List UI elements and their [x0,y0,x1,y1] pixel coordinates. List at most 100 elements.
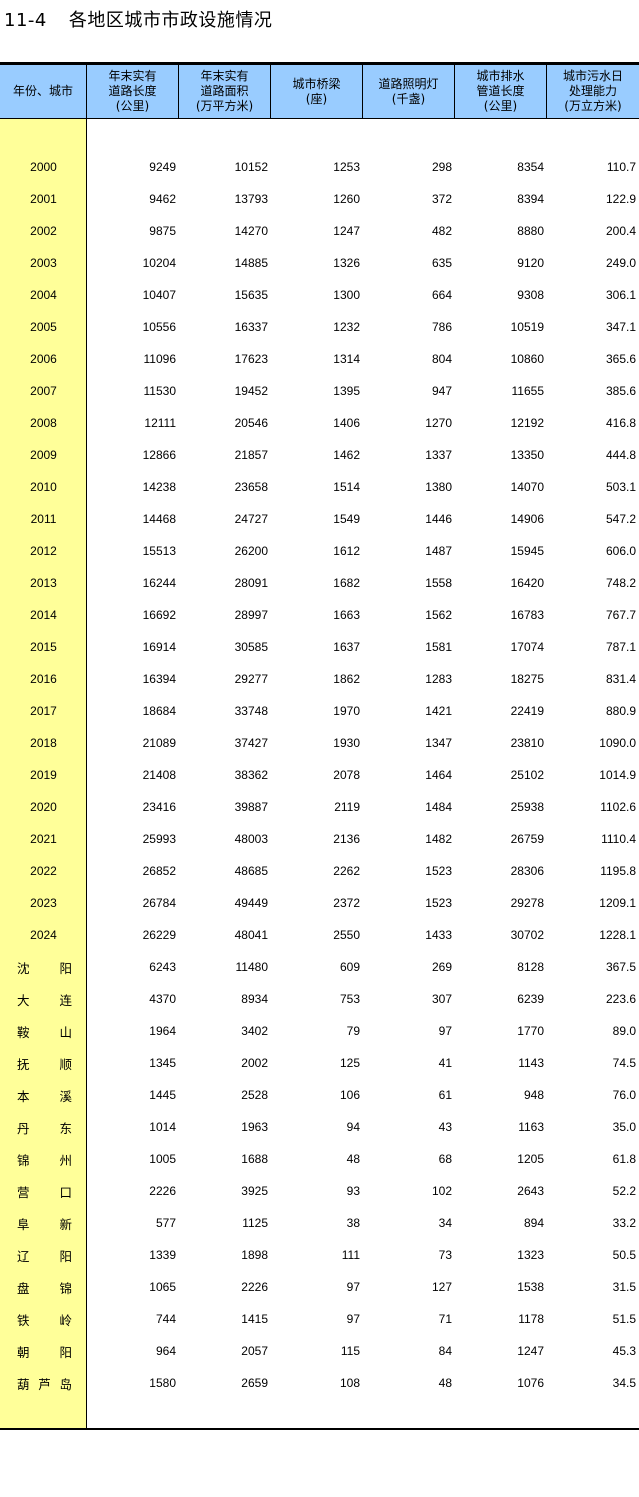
table-cell: 1232 [333,320,360,334]
table-cell: 1930 [333,736,360,750]
city-label: 本溪 [17,1088,72,1104]
table-cell: 1464 [425,768,452,782]
table-cell: 25938 [510,800,544,814]
table-cell: 9249 [149,160,176,174]
table-cell: 26200 [234,544,268,558]
year-row: 2015 16914 30585 1637 1581 17074 787.1 [0,631,639,663]
table-cell: 635 [431,256,452,270]
table-cell: 347.1 [605,320,636,334]
year-label: 2022 [30,864,57,878]
table-cell: 2528 [241,1088,268,1102]
table-cell: 1163 [518,1120,544,1134]
year-label: 2011 [30,512,57,526]
year-row: 2003 10204 14885 1326 635 9120 249.0 [0,247,639,279]
year-label: 2006 [30,352,57,366]
table-cell: 1228.1 [599,928,636,942]
city-label: 锦州 [17,1152,72,1168]
table-cell: 385.6 [605,384,636,398]
table-cell: 16783 [510,608,544,622]
table-cell: 2136 [333,832,360,846]
table-cell: 577 [155,1216,176,1230]
table-cell: 1462 [333,448,360,462]
table-cell: 28091 [234,576,268,590]
table-cell: 45.3 [612,1344,636,1358]
table-cell: 10152 [234,160,268,174]
year-label: 2005 [30,320,57,334]
table-cell: 48685 [234,864,268,878]
year-label: 2010 [30,480,57,494]
column-header-road-length: 年末实有 道路长度 (公里) [87,65,179,118]
year-label: 2004 [30,288,57,302]
table-cell: 365.6 [605,352,636,366]
column-header-sewage-capacity: 城市污水日 处理能力 (万立方米) [562,69,623,113]
page-title: 11-4 各地区城市市政设施情况 [4,6,272,32]
label-column-background [0,119,87,1428]
table-cell: 1415 [241,1312,268,1326]
year-label: 2009 [30,448,57,462]
table-cell: 2262 [333,864,360,878]
table-cell: 1862 [333,672,360,686]
year-label: 2018 [30,736,57,750]
table-cell: 14906 [510,512,544,526]
table-cell: 93 [346,1184,360,1198]
table-cell: 748.2 [605,576,636,590]
year-row: 2024 26229 48041 2550 1433 30702 1228.1 [0,919,639,951]
table-cell: 2057 [241,1344,268,1358]
city-row: 朝阳 964 2057 115 84 1247 45.3 [0,1335,639,1367]
table-cell: 1125 [242,1216,268,1230]
table-cell: 8934 [241,992,268,1006]
table-cell: 1300 [333,288,360,302]
table-cell: 14070 [510,480,544,494]
city-row: 阜新 577 1125 38 34 894 33.2 [0,1207,639,1239]
table-cell: 12866 [142,448,176,462]
year-row: 2005 10556 16337 1232 786 10519 347.1 [0,311,639,343]
city-label: 葫芦岛 [17,1376,72,1392]
year-row: 2004 10407 15635 1300 664 9308 306.1 [0,279,639,311]
table-cell: 25993 [142,832,176,846]
year-row: 2007 11530 19452 1395 947 11655 385.6 [0,375,639,407]
table-cell: 947 [431,384,452,398]
table-cell: 1347 [425,736,452,750]
table-cell: 6239 [517,992,544,1006]
table-cell: 26852 [142,864,176,878]
city-label: 铁岭 [17,1312,72,1328]
table-title: 各地区城市市政设施情况 [68,10,273,31]
table-cell: 30585 [234,640,268,654]
table-cell: 33.2 [612,1216,636,1230]
table-cell: 1688 [241,1152,268,1166]
table-cell: 38362 [234,768,268,782]
table-cell: 28306 [510,864,544,878]
table-cell: 3925 [241,1184,268,1198]
table-cell: 9875 [149,224,176,238]
municipal-facilities-table: 年份、城市 年末实有 道路长度 (公里) 年末实有 道路面积 (万平方米) 城市… [0,62,639,1430]
table-cell: 28997 [234,608,268,622]
table-cell: 1963 [241,1120,268,1134]
city-label: 营口 [17,1184,72,1200]
table-cell: 21857 [234,448,268,462]
table-cell: 1445 [149,1088,176,1102]
table-cell: 8880 [517,224,544,238]
table-cell: 1380 [425,480,452,494]
table-cell: 71 [438,1312,452,1326]
year-label: 2008 [30,416,57,430]
table-cell: 1339 [149,1248,176,1262]
year-row: 2019 21408 38362 2078 1464 25102 1014.9 [0,759,639,791]
table-cell: 11096 [143,352,176,366]
table-cell: 89.0 [612,1024,636,1038]
table-cell: 13350 [510,448,544,462]
table-cell: 74.5 [612,1056,636,1070]
table-cell: 23658 [234,480,268,494]
table-cell: 1247 [333,224,360,238]
table-cell: 6243 [149,960,176,974]
table-cell: 1523 [425,896,452,910]
table-cell: 609 [339,960,360,974]
table-cell: 14270 [234,224,268,238]
table-cell: 23810 [510,736,544,750]
table-cell: 831.4 [605,672,636,686]
table-cell: 1209.1 [599,896,636,910]
table-cell: 33748 [234,704,268,718]
table-cell: 79 [346,1024,360,1038]
table-cell: 18275 [510,672,544,686]
table-cell: 269 [431,960,452,974]
table-cell: 10519 [510,320,544,334]
